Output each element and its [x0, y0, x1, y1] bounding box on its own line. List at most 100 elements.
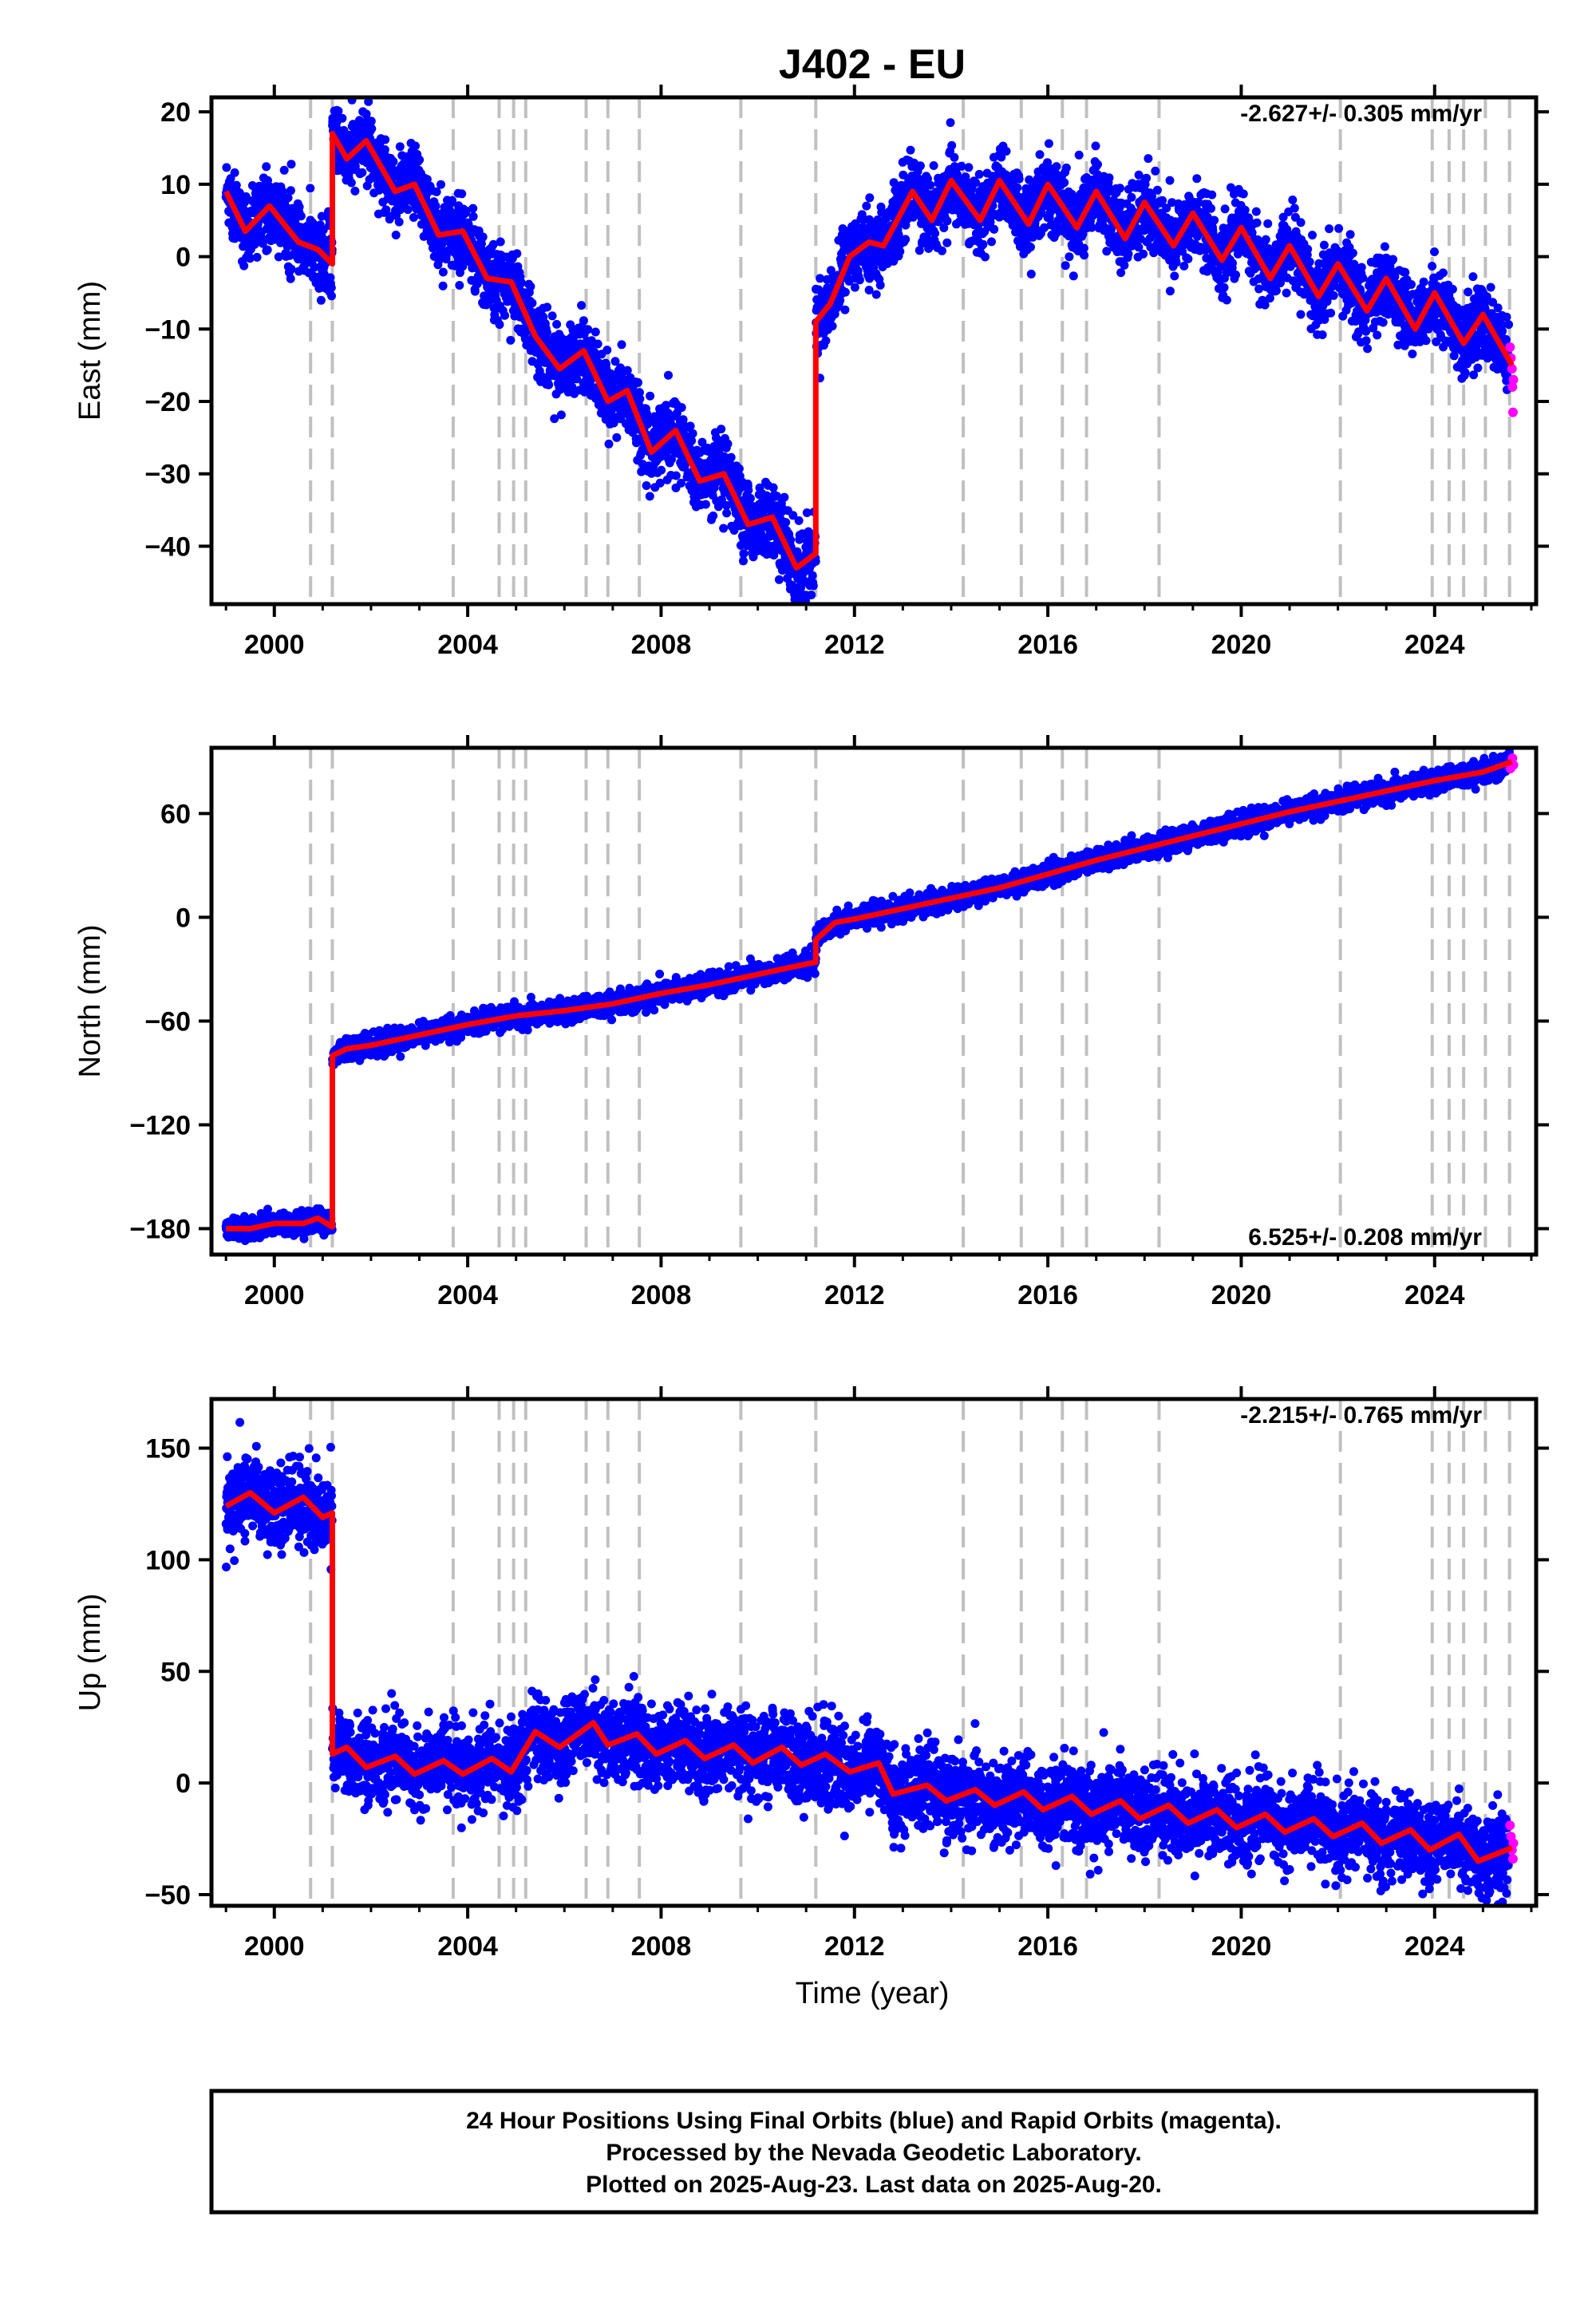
data-point	[556, 410, 566, 420]
data-point	[915, 161, 925, 171]
data-point	[635, 394, 645, 404]
data-point	[604, 439, 614, 449]
data-point	[840, 305, 850, 314]
data-point	[461, 206, 471, 215]
data-point	[865, 193, 875, 203]
data-point	[646, 391, 655, 401]
data-point	[667, 455, 676, 464]
data-point	[662, 401, 671, 410]
data-point	[252, 252, 262, 262]
data-point	[1170, 271, 1179, 281]
data-point	[697, 437, 707, 447]
data-point	[1069, 271, 1078, 281]
data-point	[645, 492, 654, 501]
data-point	[663, 409, 673, 418]
data-point	[1171, 258, 1181, 267]
data-point	[1060, 178, 1069, 188]
data-point	[593, 339, 602, 349]
data-point	[816, 274, 825, 283]
data-point	[438, 281, 448, 290]
data-point	[1026, 269, 1036, 279]
data-point	[478, 232, 488, 242]
data-point	[338, 113, 347, 123]
data-point	[577, 301, 587, 310]
data-point	[871, 290, 881, 299]
data-point	[723, 439, 733, 449]
data-point	[506, 335, 516, 345]
data-point	[687, 436, 697, 445]
data-point	[862, 201, 871, 211]
data-point	[1363, 344, 1373, 354]
data-point	[1290, 204, 1299, 213]
data-point	[395, 142, 405, 152]
data-point	[938, 246, 946, 255]
data-point	[981, 252, 990, 262]
data-point	[488, 239, 498, 249]
data-point	[850, 283, 859, 292]
data-point	[1134, 170, 1144, 180]
data-point	[612, 433, 622, 442]
data-point	[610, 357, 620, 366]
data-point	[1192, 174, 1202, 184]
data-point	[279, 165, 289, 175]
plot-panels: 2000 2004 2008 2012 2016 2020 202420100−10−20−…	[73, 85, 1549, 1962]
data-point	[543, 302, 552, 312]
data-point	[381, 205, 391, 215]
data-point	[889, 178, 899, 188]
data-point	[713, 502, 723, 512]
data-point	[1357, 263, 1366, 272]
data-point	[1261, 235, 1270, 244]
data-point	[1240, 205, 1250, 215]
data-point	[978, 239, 988, 249]
data-point	[635, 388, 644, 397]
data-point	[1228, 259, 1237, 268]
data-point	[895, 247, 905, 256]
data-point	[544, 380, 554, 389]
data-point	[283, 193, 293, 203]
data-point	[552, 319, 562, 329]
data-point	[655, 478, 665, 488]
data-point	[567, 382, 577, 392]
data-point	[678, 415, 688, 425]
data-point	[617, 340, 626, 350]
data-point	[1317, 330, 1327, 339]
data-point	[286, 274, 295, 283]
data-point	[930, 229, 940, 238]
data-point	[1263, 219, 1273, 228]
data-point	[1142, 173, 1152, 183]
data-point	[308, 218, 318, 227]
data-point	[1222, 295, 1231, 305]
data-point	[942, 216, 952, 226]
data-point	[957, 161, 966, 171]
data-point	[294, 202, 304, 211]
data-point	[547, 311, 557, 321]
data-point	[437, 180, 445, 189]
data-point	[411, 141, 420, 151]
data-point	[864, 286, 874, 294]
data-point	[781, 518, 791, 527]
data-point	[1326, 308, 1336, 318]
data-point	[1207, 204, 1215, 213]
data-point	[1207, 190, 1217, 200]
data-point	[231, 180, 241, 190]
data-point	[1127, 192, 1136, 202]
data-point	[840, 287, 850, 297]
data-point	[1074, 150, 1084, 160]
data-point	[1080, 251, 1089, 260]
data-point	[230, 168, 239, 177]
data-point	[422, 175, 432, 184]
data-point	[464, 220, 473, 229]
data-point	[1296, 218, 1306, 227]
data-point	[286, 264, 296, 274]
data-point	[685, 421, 695, 431]
data-point	[873, 215, 883, 224]
data-point	[1116, 184, 1124, 193]
data-point	[1139, 249, 1148, 259]
data-point	[512, 249, 522, 259]
data-point	[1104, 173, 1114, 183]
data-point	[526, 282, 535, 291]
data-point	[677, 478, 685, 488]
data-point	[1220, 204, 1230, 214]
data-point	[774, 575, 784, 584]
